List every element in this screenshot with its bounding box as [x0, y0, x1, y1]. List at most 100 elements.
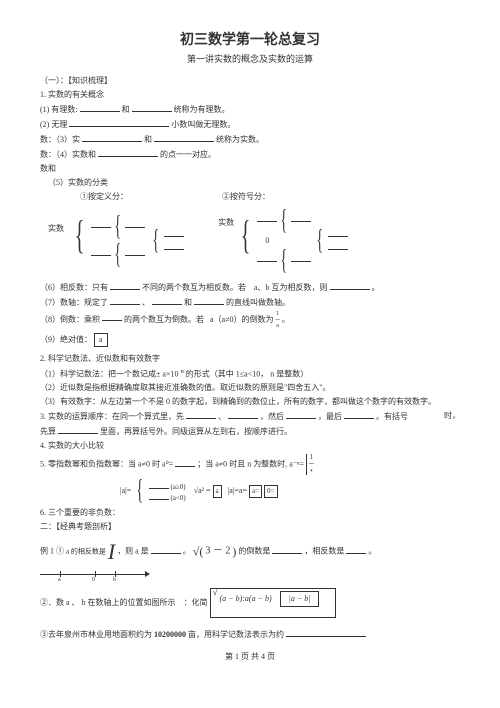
nonneg: 6. 三个重要的非负数：: [40, 507, 460, 519]
fraction-box: √ (a − b):a(a − b) |a − b|: [210, 588, 337, 618]
zero-neg-exp: 5. 零指数幂和负指数幂：当 a≠0 时 a⁰= ；当 a≠0 时且 n 为整数…: [40, 454, 460, 475]
blank: [69, 118, 169, 127]
row-irrational: (2) 无理 小数叫做无理数。: [40, 118, 460, 131]
text: （6）相反数：只有: [40, 283, 108, 292]
text: 5. 零指数幂和负指数幂：当: [40, 460, 136, 469]
text: 0 的数字起，到精确到的数位止，所有的数字，都叫做这个数字的有效数字。: [166, 397, 436, 406]
text: ：化简: [184, 598, 208, 607]
text: 时且: [229, 460, 245, 469]
blank: [82, 133, 142, 142]
left-brace: {: [152, 227, 159, 255]
text: （9）绝对值：: [40, 335, 92, 344]
text: a≠0: [138, 460, 150, 469]
text: a⁻ⁿ=: [289, 460, 304, 469]
frac-bottom: |a − b|: [280, 591, 320, 607]
text: 数：（4）实数和: [40, 150, 96, 159]
text: a≠0: [215, 460, 227, 469]
abs-a-box: a: [94, 333, 108, 347]
text: 。: [372, 283, 380, 292]
one-over-frac: 1─•: [306, 454, 314, 475]
text: ，最后: [318, 412, 342, 421]
text: 里面，再算括号外。同级运算从左到右，按顺序进行。: [100, 427, 292, 436]
row-rational: (1) 有理数: 和 统称为有理数。: [40, 103, 460, 116]
blank: [194, 296, 224, 305]
big-i: I: [108, 539, 115, 564]
text: √a² =: [194, 486, 211, 495]
by-sign: ②按符号分：: [222, 192, 270, 201]
blank: [80, 103, 120, 112]
left-brace: {: [75, 207, 85, 262]
classify-head: （5）实数的分类: [48, 177, 460, 189]
worksheet-page: 初三数学第一轮总复习 第一讲实数的概念及实数的运算 （一）：【知识梳理】 1. …: [0, 0, 500, 663]
order-of-ops: 3. 实数的运算顺序：在同一个算式里，先 、 ，然后 ，最后 。有括号 时，: [40, 410, 460, 423]
text: 为整数时,: [253, 460, 287, 469]
left-brace: {: [241, 207, 251, 262]
example-1: 例 1 ① a 的相反数是 I ，则 a 是 。 √( 3 － 2 ) 的倒数是…: [40, 535, 460, 582]
text: 和: [122, 105, 130, 114]
zero: 0: [265, 236, 269, 245]
text: (a≥0): [170, 483, 185, 491]
frac-top: (a − b):a(a − b): [220, 594, 272, 603]
sigfig: （3）有效数字：从左边第一个不是 0 的数字起，到精确到的数位止，所有的数字，都…: [40, 396, 460, 408]
classification-diagram: { { { { 实数 { { 0 { {: [70, 207, 460, 267]
text: 的两个数互为倒数。若: [124, 314, 204, 323]
text: 、: [142, 298, 150, 307]
text: 和: [144, 135, 152, 144]
numberline-row: （7）数轴：规定了 、 和 的直线叫做数轴。: [40, 296, 460, 309]
number-line: a 0 b: [40, 568, 150, 582]
text: 。有括号: [376, 412, 408, 421]
text: 。: [282, 314, 290, 323]
text: 小数叫做无理数。: [171, 120, 235, 129]
sci-notation: （1）科学记数法：把一个数记成± a×10 n 的形式（其中 1≤a<10， n…: [40, 367, 460, 381]
row-numberline: 数：（4）实数和 的点一一对应。: [40, 148, 460, 161]
text: ②．数 a 、 b 在数轴上的位置如图所示: [40, 598, 176, 607]
section-1-1: 1. 实数的有关概念: [40, 89, 460, 101]
sqrt-icon: √(: [193, 545, 204, 559]
text: 3. 实数的运算顺序：在同一个算式里，先: [40, 412, 184, 421]
compare: 4. 实数的大小比较: [40, 440, 460, 452]
text: 的形式（其中: [186, 369, 234, 378]
text: 、: [218, 412, 226, 421]
text: （8）倒数：乘积: [40, 314, 100, 323]
blank: [154, 133, 214, 142]
one-over-a: 1─a: [276, 311, 280, 329]
blank: [98, 148, 158, 157]
text: a、b 互为相反数，则: [254, 283, 328, 292]
section-1-heading: （一）：【知识梳理】: [40, 75, 460, 87]
text: 和: [184, 298, 192, 307]
text: 的倒数是: [238, 547, 270, 556]
text: 数：（3）实: [40, 135, 80, 144]
text: 统称为有理数。: [174, 105, 230, 114]
text: (a<0): [170, 494, 185, 502]
blank: [152, 296, 182, 305]
text: a（a≠0）的倒数为: [210, 314, 274, 323]
reciprocal-row: （8）倒数：乘积 的两个数互为倒数。若 a（a≠0）的倒数为 1─a 。: [40, 311, 460, 329]
text: 时: [152, 460, 160, 469]
text: 例 1 ①: [40, 547, 64, 556]
row-frag: 数和: [40, 163, 460, 175]
text: 。: [368, 547, 376, 556]
text: 先算: [40, 427, 56, 436]
text: 的点一一对应。: [160, 150, 216, 159]
text: （1）科学记数法：把一个数记成±: [40, 369, 160, 378]
left-brace: {: [316, 227, 323, 255]
text: n: [180, 368, 183, 375]
opposite-row: （6）相反数：只有 不同的两个数互为相反数。若 a、b 互为相反数，则 。: [40, 281, 460, 294]
absolute-row: （9）绝对值： a: [40, 333, 460, 347]
text: (2) 无理: [40, 120, 67, 129]
blank: [102, 312, 122, 321]
text: a 的相反数是: [66, 548, 106, 556]
by-definition: ①按定义分：: [80, 192, 128, 201]
text: 亩，用科学记数法表示为约: [188, 630, 284, 639]
num: 10200000: [154, 630, 186, 639]
example-3: ③去年泉州市林业用地面积约为 10200000 亩，用科学记数法表示为约: [40, 628, 460, 641]
blank: [330, 281, 370, 290]
text: a×10: [162, 369, 178, 378]
text: n 是整数）: [270, 369, 308, 378]
classify-sub: ①按定义分： ②按符号分：: [80, 191, 460, 203]
example-2: ②．数 a 、 b 在数轴上的位置如图所示 ：化简 √ (a − b):a(a …: [40, 588, 460, 618]
text: 时，: [444, 410, 460, 422]
text: n: [247, 460, 251, 469]
text: a⁰=: [162, 460, 173, 469]
text: 。: [183, 547, 191, 556]
